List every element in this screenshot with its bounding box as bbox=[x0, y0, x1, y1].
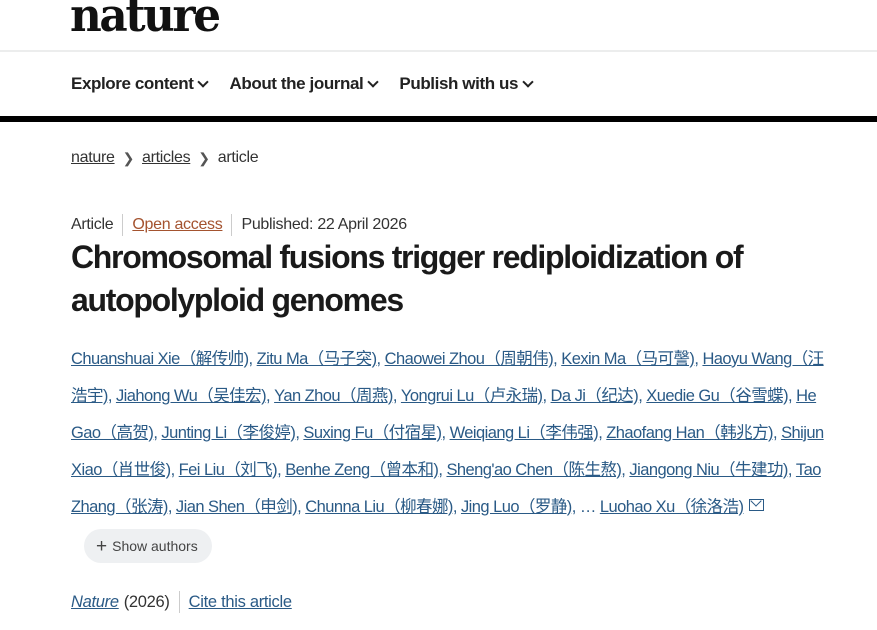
author-link[interactable]: Chaowei Zhou（周朝伟) bbox=[384, 350, 554, 368]
citation-line: Nature (2026) Cite this article bbox=[71, 591, 292, 613]
author-link[interactable]: Jian Shen（申剑) bbox=[175, 498, 298, 516]
author-link[interactable]: Chuanshuai Xie（解传帅) bbox=[71, 350, 249, 368]
chevron-right-icon: ❯ bbox=[122, 149, 135, 166]
article-meta: Article Open access Published: 22 April … bbox=[71, 214, 407, 236]
chevron-down-icon bbox=[522, 76, 534, 88]
journal-link[interactable]: Nature bbox=[71, 592, 119, 611]
author-link[interactable]: Xuedie Gu（谷雪蝶) bbox=[646, 387, 789, 405]
divider bbox=[178, 591, 180, 613]
authors-ellipsis: … bbox=[579, 498, 597, 516]
nav-label: Publish with us bbox=[399, 74, 519, 93]
nav-explore-content[interactable]: Explore content bbox=[71, 74, 210, 94]
corresponding-author-link[interactable]: Luohao Xu（徐洛浩) bbox=[599, 498, 744, 516]
cite-this-article-link[interactable]: Cite this article bbox=[188, 592, 292, 611]
nav-publish-with-us[interactable]: Publish with us bbox=[399, 74, 534, 94]
divider bbox=[231, 214, 233, 236]
breadcrumb-nature[interactable]: nature bbox=[71, 149, 115, 166]
divider bbox=[122, 214, 124, 236]
author-link[interactable]: Sheng'ao Chen（陈生熬) bbox=[446, 461, 622, 479]
author-link[interactable]: Weiqiang Li（李伟强) bbox=[449, 424, 599, 442]
author-link[interactable]: Chunna Liu（柳春娜) bbox=[305, 498, 453, 516]
author-link[interactable]: Yongrui Lu（卢永瑞) bbox=[400, 387, 543, 405]
author-link[interactable]: Tao Zhang（张涛) bbox=[71, 461, 821, 516]
author-link[interactable]: Junting Li（李俊婷) bbox=[161, 424, 296, 442]
author-link[interactable]: Yan Zhou（周燕) bbox=[274, 387, 393, 405]
author-link[interactable]: Suxing Fu（付宿星) bbox=[303, 424, 442, 442]
main-nav: Explore content About the journal Publis… bbox=[71, 74, 534, 94]
author-link[interactable]: Da Ji（纪达) bbox=[550, 387, 639, 405]
author-link[interactable]: Jing Luo（罗静) bbox=[460, 498, 572, 516]
nav-label: Explore content bbox=[71, 74, 194, 93]
chevron-right-icon: ❯ bbox=[198, 149, 210, 166]
show-authors-button[interactable]: + Show authors bbox=[84, 529, 212, 563]
nav-about-journal[interactable]: About the journal bbox=[229, 74, 380, 94]
breadcrumb-current: article bbox=[217, 149, 259, 166]
chevron-down-icon bbox=[367, 76, 380, 88]
author-link[interactable]: Jiahong Wu（吴佳宏) bbox=[115, 387, 267, 405]
breadcrumb-articles[interactable]: articles bbox=[142, 149, 191, 166]
plus-icon: + bbox=[96, 535, 108, 557]
author-link[interactable]: Fei Liu（刘飞) bbox=[178, 461, 278, 479]
author-link[interactable]: Shijun Xiao（肖世俊) bbox=[71, 424, 824, 479]
nav-label: About the journal bbox=[229, 74, 364, 93]
article-type: Article bbox=[71, 216, 114, 233]
author-link[interactable]: Jiangong Niu（牛建功) bbox=[629, 461, 788, 479]
chevron-down-icon bbox=[197, 76, 210, 88]
author-link[interactable]: Benhe Zeng（曾本和) bbox=[285, 461, 439, 479]
citation-year: (2026) bbox=[123, 592, 170, 611]
author-list: Chuanshuai Xie（解传帅), Zitu Ma（马子突), Chaow… bbox=[71, 350, 824, 516]
breadcrumb: nature ❯ articles ❯ article bbox=[71, 149, 259, 167]
nature-logo[interactable]: nature bbox=[70, 0, 221, 42]
article-title: Chromosomal fusions trigger rediploidiza… bbox=[71, 239, 744, 318]
open-access-link[interactable]: Open access bbox=[132, 216, 223, 233]
author-link[interactable]: Zhaofang Han（韩兆方) bbox=[606, 424, 773, 442]
show-authors-label: Show authors bbox=[112, 538, 198, 554]
author-link[interactable]: He Gao（高贺) bbox=[71, 387, 817, 442]
author-link[interactable]: Haoyu Wang（汪浩宇) bbox=[71, 350, 824, 405]
envelope-icon[interactable] bbox=[749, 499, 765, 511]
author-link[interactable]: Kexin Ma（马可謦) bbox=[561, 350, 695, 368]
author-link[interactable]: Zitu Ma（马子突) bbox=[256, 350, 377, 368]
header-divider bbox=[0, 50, 877, 52]
header-bar bbox=[0, 116, 877, 122]
published-date: Published: 22 April 2026 bbox=[241, 216, 407, 233]
